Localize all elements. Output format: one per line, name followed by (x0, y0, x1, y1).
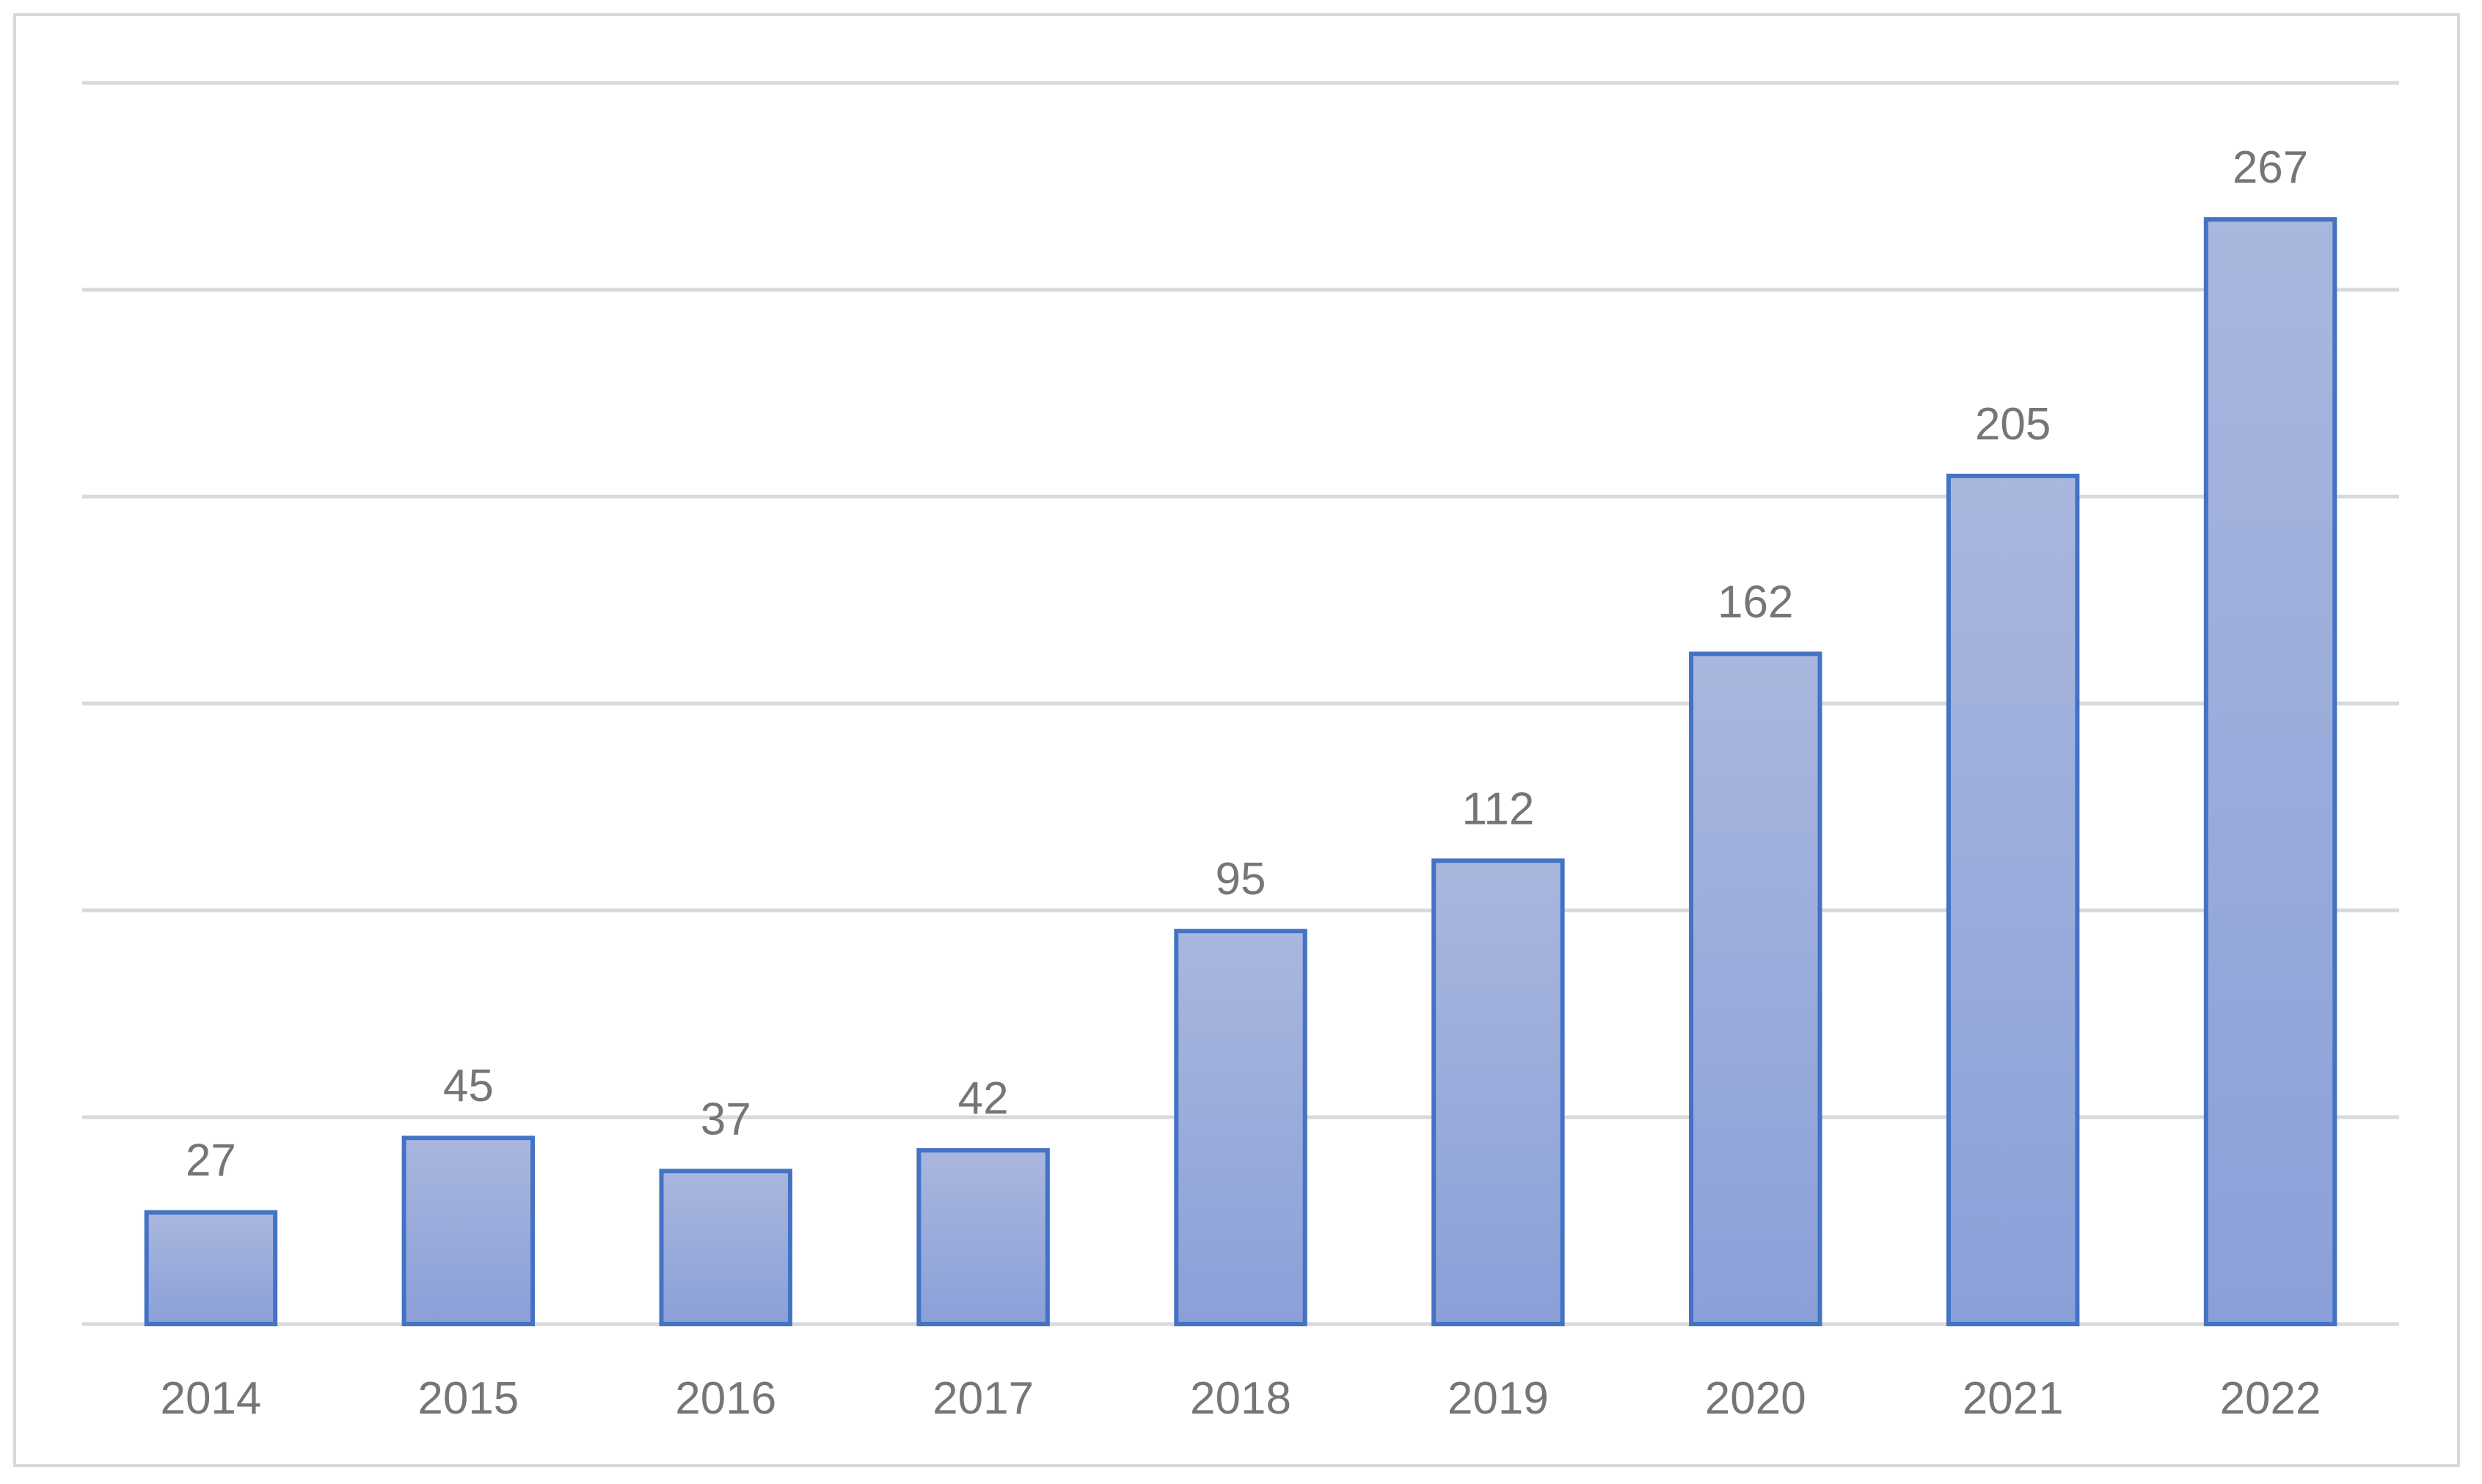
data-label-2015: 45 (443, 1061, 494, 1111)
bars (144, 217, 2337, 1326)
x-tick-label-2015: 2015 (417, 1373, 519, 1424)
x-tick-label-2022: 2022 (2220, 1373, 2321, 1424)
x-tick-label-2018: 2018 (1190, 1373, 1291, 1424)
bar-2022 (2203, 217, 2337, 1326)
x-tick-label-2021: 2021 (1963, 1373, 2064, 1424)
bar-2014 (144, 1210, 278, 1326)
data-label-2016: 37 (701, 1094, 751, 1144)
x-tick-label-2017: 2017 (932, 1373, 1034, 1424)
x-tick-label-2014: 2014 (160, 1373, 261, 1424)
data-label-2014: 27 (186, 1136, 236, 1186)
bar-2021 (1946, 473, 2080, 1326)
bar-2018 (1174, 929, 1307, 1326)
data-label-2022: 267 (2233, 142, 2308, 193)
x-tick-label-2019: 2019 (1448, 1373, 1549, 1424)
x-tick-label-2016: 2016 (675, 1373, 776, 1424)
data-labels: 27 45 37 42 95 112 162 205 267 (186, 142, 2308, 1186)
x-axis-tick-labels: 2014 2015 2016 2017 2018 2019 2020 2021 2022 (160, 1373, 2321, 1424)
bar-2019 (1431, 858, 1565, 1326)
x-tick-label-2020: 2020 (1705, 1373, 1806, 1424)
bar-2016 (659, 1169, 792, 1326)
data-label-2020: 162 (1718, 577, 1793, 627)
data-label-2018: 95 (1216, 854, 1266, 904)
data-label-2021: 205 (1975, 399, 2051, 450)
bar-2020 (1689, 651, 1822, 1326)
bar-2017 (916, 1148, 1050, 1326)
data-label-2017: 42 (958, 1073, 1009, 1124)
data-label-2019: 112 (1461, 783, 1534, 834)
bar-2015 (401, 1136, 536, 1326)
